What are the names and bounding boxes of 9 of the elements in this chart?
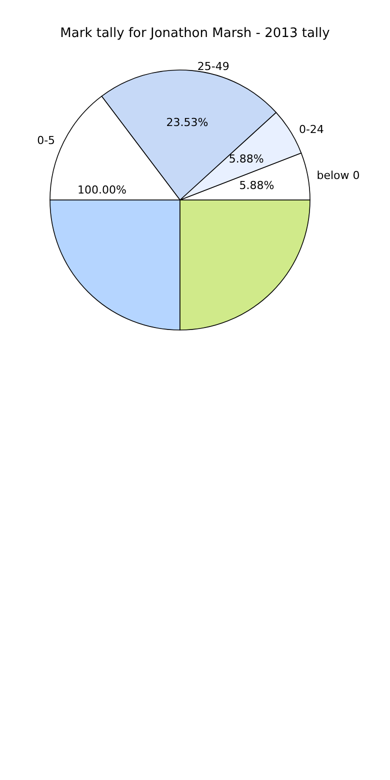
data-label: 23.53% <box>166 116 208 129</box>
slice-label: below 0 <box>316 168 360 182</box>
text: 100.00% <box>78 184 126 196</box>
slice-label: 25-49 <box>197 60 230 74</box>
data-label: 5.88% <box>239 179 274 192</box>
slice-label: 0-5 <box>37 134 56 147</box>
chart-title: Mark tally for Jonathon Marsh - 2013 tally <box>60 26 330 41</box>
data-label: 5.88% <box>228 152 264 166</box>
slice-label: 0-24 <box>298 122 324 136</box>
